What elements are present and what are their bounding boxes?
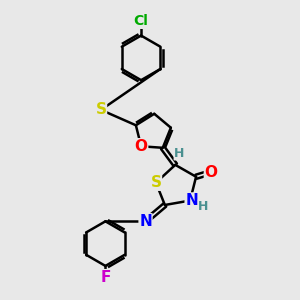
Text: H: H [198,200,209,213]
Text: F: F [100,270,111,285]
Text: N: N [185,193,198,208]
Text: S: S [95,102,106,117]
Text: S: S [150,175,161,190]
Text: O: O [135,139,148,154]
Text: H: H [174,147,184,160]
Text: N: N [139,214,152,229]
Text: Cl: Cl [134,14,148,28]
Text: O: O [204,165,218,180]
